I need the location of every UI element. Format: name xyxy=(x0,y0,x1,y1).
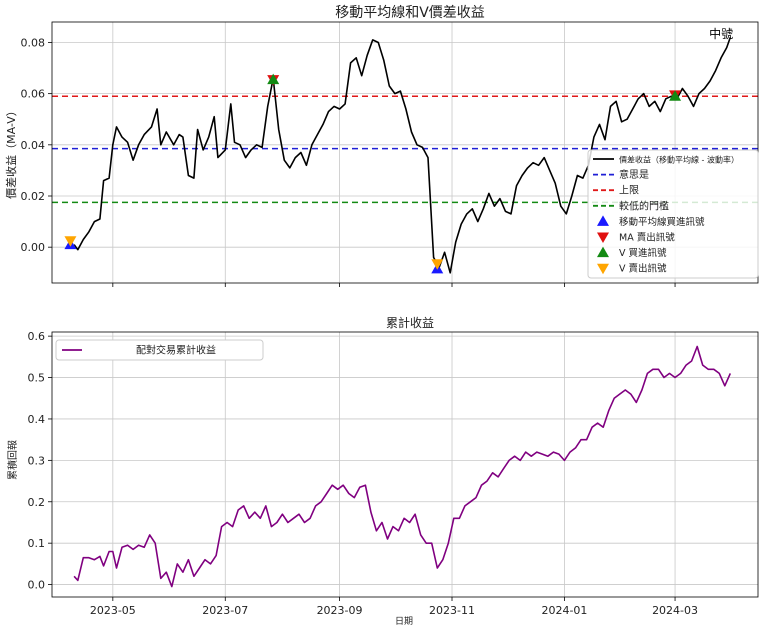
y-tick-label: 0.4 xyxy=(28,413,46,426)
legend-swatch xyxy=(597,263,609,275)
x-axis-ticks: 2023-05 2023-07 2023-09 2023-11 2024-01 2024-… xyxy=(90,597,698,617)
legend-label: V 買進訊號 xyxy=(619,247,667,259)
x-axis-label: 日期 xyxy=(395,616,413,627)
legend-swatch xyxy=(597,215,609,226)
cumulative-chart-ylabel: 累積回報 xyxy=(6,440,19,480)
legend-label: V 賣出訊號 xyxy=(619,263,667,275)
cumulative-chart-panel: 累計收益 累積回報 0.00.10.20.30.40.50.6 2023-05 2… xyxy=(6,315,759,617)
y-tick-label: 0.6 xyxy=(28,330,46,343)
cumulative-chart-title: 累計收益 xyxy=(386,315,434,330)
y-tick-label: 0.04 xyxy=(21,139,46,152)
x-tick-label: 2024-03 xyxy=(652,604,698,617)
x-tick-label: 2023-09 xyxy=(317,604,363,617)
x-tick-label: 2023-07 xyxy=(202,604,248,617)
legend-swatch xyxy=(597,246,609,258)
cumulative-chart-grid xyxy=(52,332,758,597)
y-tick-label: 0.0 xyxy=(28,579,46,592)
spread-chart-annotation: 中號 xyxy=(709,26,733,41)
y-tick-label: 0.08 xyxy=(21,36,46,49)
legend-swatch xyxy=(597,232,609,243)
cumulative-chart-frame xyxy=(51,331,759,598)
spread-chart-ylabel: 價差收益（MA-V） xyxy=(4,105,18,199)
series-line xyxy=(73,37,732,274)
spread-chart-y-ticks: 0.00 0.02 0.04 0.06 0.08 xyxy=(21,36,676,287)
legend-label: MA 賣出訊號 xyxy=(619,232,675,244)
legend-box xyxy=(587,149,759,279)
legend-label: 配對交易累計收益 xyxy=(136,344,216,357)
legend-label: 上限 xyxy=(619,185,639,197)
y-tick-label: 0.3 xyxy=(28,454,46,467)
spread-chart-title: 移動平均線和V價差收益 xyxy=(335,4,485,21)
spread-chart-lines xyxy=(73,37,732,274)
signal-marker xyxy=(267,73,280,85)
signal-marker xyxy=(431,259,444,270)
legend-box xyxy=(55,339,264,361)
cumulative-chart-legend: 配對交易累計收益 xyxy=(55,339,264,361)
y-tick-label: 0.5 xyxy=(28,372,46,385)
x-tick-label: 2023-05 xyxy=(90,604,136,617)
y-tick-label: 0.1 xyxy=(28,537,46,550)
y-tick-label: 0.00 xyxy=(21,241,46,254)
legend-label: 價差收益（移動平均線 - 波動率） xyxy=(619,155,739,165)
cumulative-chart-y-ticks: 0.0 0.1 0.2 0.3 0.4 0.5 0.6 xyxy=(28,330,52,592)
y-tick-label: 0.02 xyxy=(21,190,46,203)
legend-label: 移動平均線買進訊號 xyxy=(619,216,705,228)
cumulative-chart-lines xyxy=(73,345,732,588)
series-line xyxy=(73,345,732,588)
x-tick-label: 2023-11 xyxy=(429,604,475,617)
legend-label: 較低的門檻 xyxy=(619,199,669,212)
x-tick-label: 2024-01 xyxy=(541,604,587,617)
spread-chart-panel: 移動平均線和V價差收益 價差收益（MA-V） 0.000.020.040.060… xyxy=(4,4,759,287)
y-tick-label: 0.06 xyxy=(21,88,46,101)
signal-markers xyxy=(64,73,682,274)
signal-marker xyxy=(64,236,77,247)
legend-label: 意思是 xyxy=(619,168,649,181)
threshold-lines xyxy=(52,95,758,204)
y-tick-label: 0.2 xyxy=(28,496,46,509)
signal-marker xyxy=(669,90,682,101)
